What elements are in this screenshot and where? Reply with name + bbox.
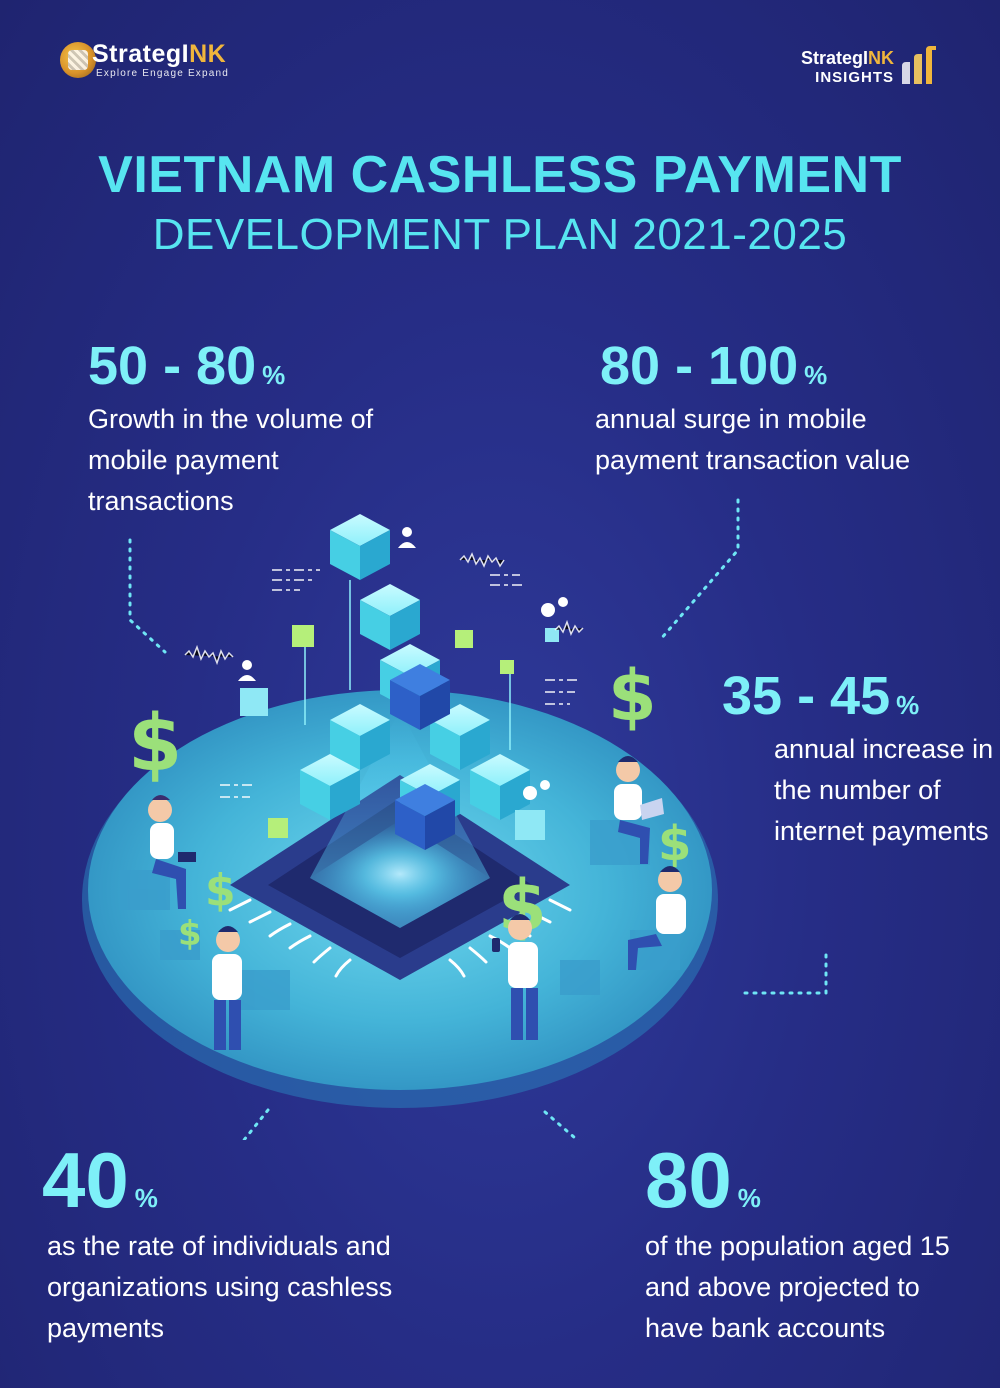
- svg-text:$: $: [128, 699, 182, 789]
- page-title: VIETNAM CASHLESS PAYMENT: [98, 146, 902, 204]
- page-subtitle: DEVELOPMENT PLAN 2021-2025: [152, 210, 848, 259]
- stat-description: Growth in the volume of mobile payment t…: [88, 404, 374, 516]
- strategink-badge-icon: [60, 42, 96, 78]
- dollar-sign-icon: $ $ $ $ $ $: [128, 655, 691, 954]
- laptop-icon: [640, 798, 664, 820]
- gear-icon: [523, 597, 568, 800]
- stat-internet-payments: 35 - 45% annual increase in the number o…: [722, 665, 994, 852]
- logo-brand-text: StrategINK: [92, 40, 227, 68]
- svg-text:$: $: [178, 914, 202, 954]
- user-icon: [238, 527, 416, 681]
- stat-mobile-value: 80 - 100% annual surge in mobile payment…: [595, 335, 975, 481]
- person-sitting-left: [148, 795, 196, 909]
- stat-value: 80 - 100%: [600, 336, 828, 396]
- svg-text:$: $: [205, 865, 236, 916]
- strategink-insights-logo: StrategINK INSIGHTS: [740, 40, 940, 90]
- person-with-laptop: [614, 756, 664, 864]
- person-with-phone: [492, 914, 538, 1040]
- logo-tagline: Explore Engage Expand: [96, 68, 230, 79]
- stat-mobile-volume: 50 - 80% Growth in the volume of mobile …: [88, 335, 408, 522]
- cashless-illustration: $ $ $ $ $ $: [82, 498, 828, 1140]
- phone-icon: [492, 938, 500, 952]
- stat-description: annual increase in the number of interne…: [774, 734, 994, 846]
- strategink-logo: StrategINK Explore Engage Expand: [60, 40, 260, 80]
- person-standing-left: [212, 926, 242, 1050]
- stat-bank-accounts: 80% of the population aged 15 and above …: [645, 1135, 975, 1349]
- stat-value: 50 - 80%: [88, 336, 286, 396]
- svg-text:$: $: [608, 655, 657, 737]
- stat-value: 40%: [42, 1136, 158, 1224]
- data-cubes: [240, 514, 559, 850]
- stat-description: of the population aged 15 and above proj…: [645, 1231, 950, 1343]
- person-sitting-right: [628, 866, 686, 970]
- insights-brand-text: StrategINK: [800, 48, 894, 68]
- stat-description: as the rate of individuals and organizat…: [47, 1231, 393, 1343]
- bar-chart-icon: [902, 46, 936, 84]
- stat-value: 80%: [645, 1136, 761, 1224]
- svg-text:$: $: [658, 816, 691, 872]
- stat-cashless-users: 40% as the rate of individuals and organ…: [42, 1135, 467, 1349]
- dotted-connectors: [128, 498, 828, 1140]
- insights-sub-text: INSIGHTS: [815, 69, 894, 86]
- stat-value: 35 - 45%: [722, 666, 920, 726]
- stat-description: annual surge in mobile payment transacti…: [595, 404, 911, 475]
